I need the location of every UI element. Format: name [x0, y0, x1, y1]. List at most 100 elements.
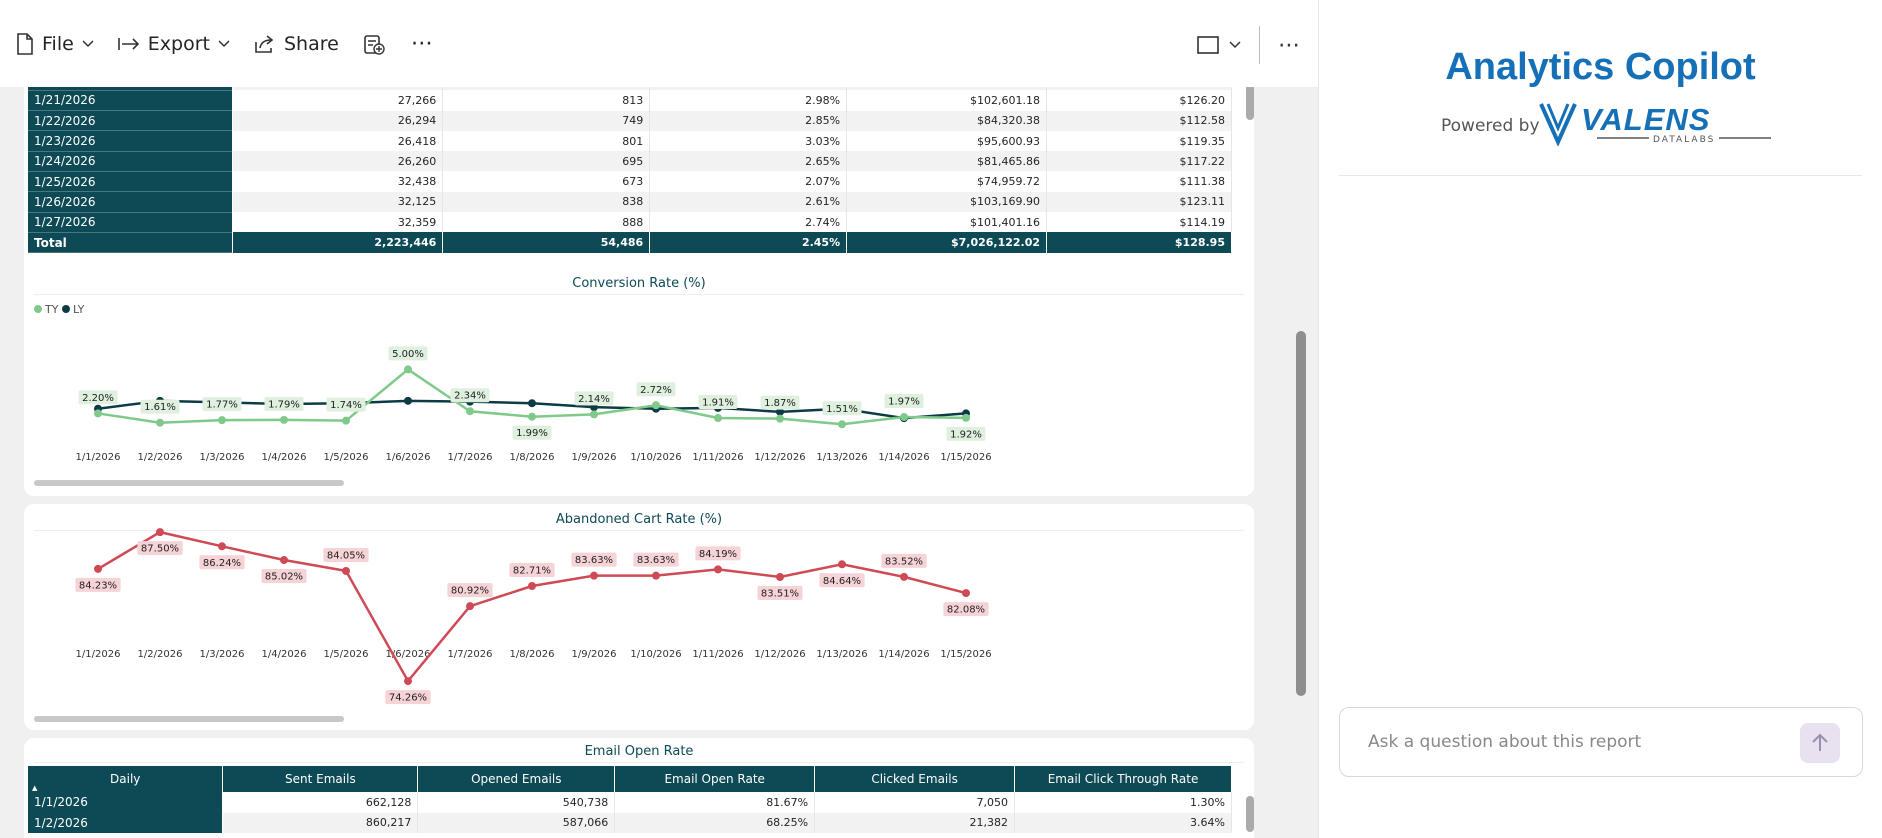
data-point [466, 602, 474, 611]
x-tick-label: 1/14/2026 [878, 649, 929, 660]
data-label: 83.52% [885, 556, 923, 567]
column-header[interactable]: Email Open Rate [614, 766, 816, 792]
data-label-bg [450, 388, 490, 403]
table-cell: 2,223,446 [232, 232, 444, 253]
table-cell: $126.20 [1046, 90, 1232, 111]
x-tick-label: 1/12/2026 [754, 649, 805, 660]
row-date: 1/26/2026 [28, 191, 234, 213]
row-date: 1/1/2026 [28, 792, 224, 813]
data-point [776, 414, 784, 423]
table-row: 1/26/2026 32,125 838 2.61% $103,169.90 $123.1… [28, 191, 1232, 213]
table-cell: 2.07% [649, 171, 848, 192]
table-cell: 2.61% [649, 191, 848, 213]
data-label-bg [574, 391, 614, 406]
data-label: 84.64% [823, 576, 861, 587]
data-label-bg [385, 690, 431, 705]
data-label: 82.08% [947, 605, 985, 616]
x-tick-label: 1/13/2026 [816, 452, 867, 463]
data-label-bg [757, 586, 803, 601]
legend[interactable]: TY LY [34, 303, 85, 316]
x-tick-label: 1/11/2026 [692, 452, 743, 463]
data-label: 1.87% [764, 398, 796, 409]
column-header[interactable]: Daily ▲ [28, 766, 224, 792]
column-header[interactable]: Opened Emails [417, 766, 616, 792]
x-tick-label: 1/15/2026 [940, 452, 991, 463]
title-divider [34, 294, 1244, 295]
data-point [466, 407, 474, 416]
page-scrollbar[interactable] [1296, 331, 1306, 696]
title-divider [34, 530, 1244, 531]
send-button[interactable] [1800, 723, 1840, 763]
table-cell: $74,959.72 [846, 171, 1048, 192]
x-tick-label: 1/7/2026 [448, 649, 493, 660]
chart-hscrollbar[interactable] [34, 480, 344, 486]
table-cell: 540,738 [417, 792, 616, 813]
panel-divider [1339, 175, 1862, 176]
daily-metrics-card: 1/20/202635,5311,2723.58%$131,488.83$103… [24, 70, 1254, 288]
x-tick-label: 1/6/2026 [386, 452, 431, 463]
data-label: 80.92% [451, 586, 489, 597]
file-menu-button[interactable]: File [16, 33, 94, 55]
data-point [652, 571, 660, 580]
report-toolbar: File Export Share ⋯ ⋯ [0, 0, 1318, 87]
email-table: Daily ▲ Sent Emails Opened Emails Email Open… [28, 766, 1232, 833]
table-cell: 27,266 [232, 90, 444, 111]
data-point [94, 409, 102, 418]
column-header[interactable]: Sent Emails [222, 766, 419, 792]
export-menu-button[interactable]: Export [117, 33, 230, 55]
x-tick-label: 1/8/2026 [510, 452, 555, 463]
table-row: 1/24/2026 26,260 695 2.65% $81,465.86 $117.22 [28, 151, 1232, 172]
table-cell: 749 [442, 110, 651, 131]
column-header[interactable]: Email Click Through Rate [1014, 766, 1232, 792]
table-scrollbar[interactable] [1246, 84, 1254, 120]
x-tick-label: 1/10/2026 [630, 452, 681, 463]
table-cell: $103,169.90 [846, 191, 1048, 213]
data-label-bg [264, 396, 304, 411]
table-cell: 54,486 [442, 232, 651, 253]
data-label: 1.77% [206, 400, 238, 411]
table-cell: 26,260 [232, 151, 444, 172]
title-divider [34, 762, 1244, 763]
table-cell: 68.25% [614, 812, 816, 833]
table-cell: 813 [442, 90, 651, 111]
table-cell: $101,401.16 [846, 212, 1048, 233]
table-cell: 662,128 [222, 792, 419, 813]
data-label-bg [943, 602, 989, 617]
table-cell: 1.30% [1014, 792, 1232, 813]
data-label: 1.79% [268, 399, 300, 410]
x-tick-label: 1/15/2026 [940, 649, 991, 660]
data-point [156, 418, 164, 427]
data-label: 82.71% [513, 566, 551, 577]
data-label-bg [140, 399, 180, 414]
table-cell: 81.67% [614, 792, 816, 813]
x-tick-label: 1/1/2026 [76, 649, 121, 660]
more-options-icon[interactable]: ⋯ [1278, 32, 1300, 58]
table-cell: 2.45% [649, 232, 848, 253]
data-label-bg [822, 401, 862, 416]
data-label: 84.19% [699, 549, 737, 560]
view-mode-button[interactable] [1197, 36, 1241, 54]
row-date: 1/23/2026 [28, 130, 234, 152]
question-input[interactable] [1368, 728, 1768, 756]
table-total-row: Total 2,223,446 54,486 2.45% $7,026,122.02 $1… [28, 232, 1232, 254]
data-label: 1.74% [330, 400, 362, 411]
share-button[interactable]: Share [254, 33, 339, 55]
more-icon: ⋯ [410, 31, 434, 56]
legend-ly-marker [62, 305, 70, 313]
x-tick-label: 1/4/2026 [262, 649, 307, 660]
legend-ty-marker [34, 305, 42, 313]
table-cell: 888 [442, 212, 651, 233]
row-date: Total [28, 232, 234, 254]
x-tick-label: 1/2/2026 [138, 649, 183, 660]
table-scrollbar[interactable] [1246, 796, 1254, 832]
chart-hscrollbar[interactable] [34, 716, 344, 722]
logo-brand-text: VALENS [1581, 102, 1710, 137]
data-point [280, 556, 288, 565]
table-row: 1/22/2026 26,294 749 2.85% $84,320.38 $112.58 [28, 110, 1232, 132]
more-options-button[interactable]: ⋯ [411, 31, 434, 56]
chevron-down-icon [1229, 41, 1241, 49]
table-cell: 801 [442, 130, 651, 152]
subscribe-button[interactable] [363, 33, 385, 55]
column-header[interactable]: Clicked Emails [814, 766, 1016, 792]
share-label: Share [284, 32, 339, 55]
